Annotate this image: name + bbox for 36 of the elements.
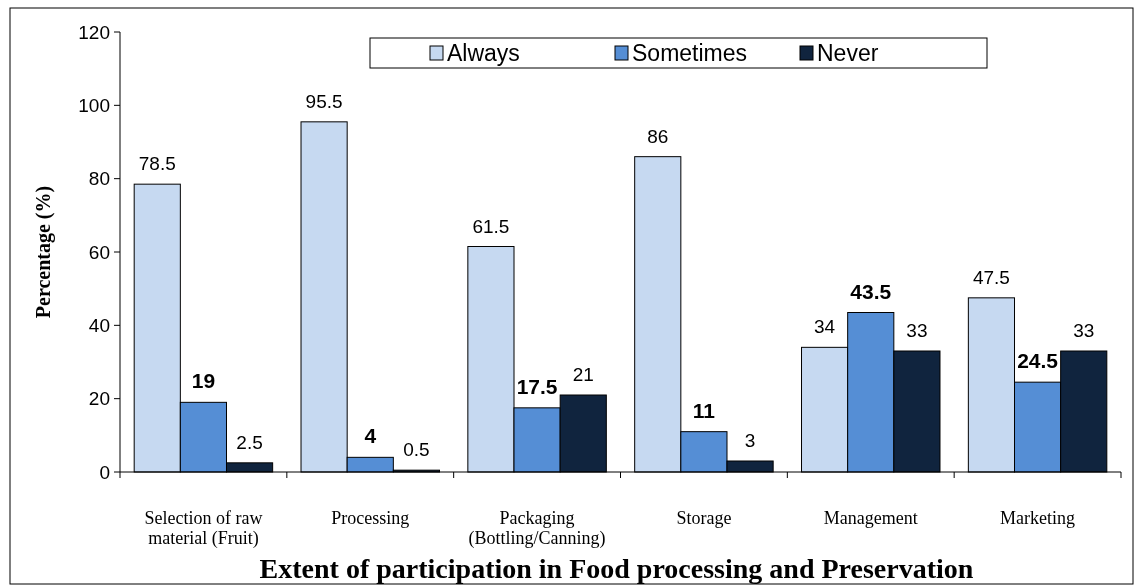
x-tick-label: Marketing (1000, 508, 1076, 528)
text: Extent of participation in Food processing and Preservation (259, 553, 974, 584)
legend-label: Always (447, 40, 520, 67)
data-label: 78.5 (138, 153, 176, 175)
y-tick-label: 60 (88, 241, 110, 263)
data-label: 3 (744, 430, 756, 451)
data-label: 24.5 (1017, 349, 1059, 373)
y-tick-label: 0 (99, 461, 110, 483)
data-label: 2.5 (236, 431, 263, 453)
data-label: 0.5 (403, 439, 430, 461)
y-tick-label: 20 (88, 388, 110, 410)
x-tick-label: Storage (676, 508, 732, 528)
y-tick-label: 100 (78, 94, 110, 116)
data-label: 95.5 (305, 90, 343, 112)
y-tick-label: 120 (78, 21, 110, 43)
y-tick-label: 80 (88, 168, 110, 190)
data-label: 33 (906, 320, 928, 341)
x-tick-label: Selection of raw material (Fruit) (144, 508, 263, 549)
legend-label: Never (817, 40, 879, 67)
x-tick-label: Processing (331, 508, 410, 528)
data-label: 43.5 (850, 279, 892, 303)
data-label: 34 (814, 316, 836, 338)
y-axis-title: Percentage (%) (32, 185, 55, 319)
x-tick-label: Management (823, 508, 918, 528)
data-label: 33 (1073, 320, 1095, 341)
data-label: 17.5 (516, 374, 558, 398)
y-tick-label: 40 (88, 314, 110, 336)
data-label: 19 (191, 369, 216, 393)
legend-label: Sometimes (632, 40, 748, 67)
x-tick-label: Packaging (Bottling/Canning) (468, 508, 606, 549)
data-label: 21 (572, 364, 594, 385)
data-label: 4 (364, 424, 377, 448)
data-label: 47.5 (972, 266, 1010, 288)
data-label: 11 (692, 398, 716, 422)
data-label: 86 (647, 125, 669, 147)
data-label: 61.5 (472, 215, 510, 237)
